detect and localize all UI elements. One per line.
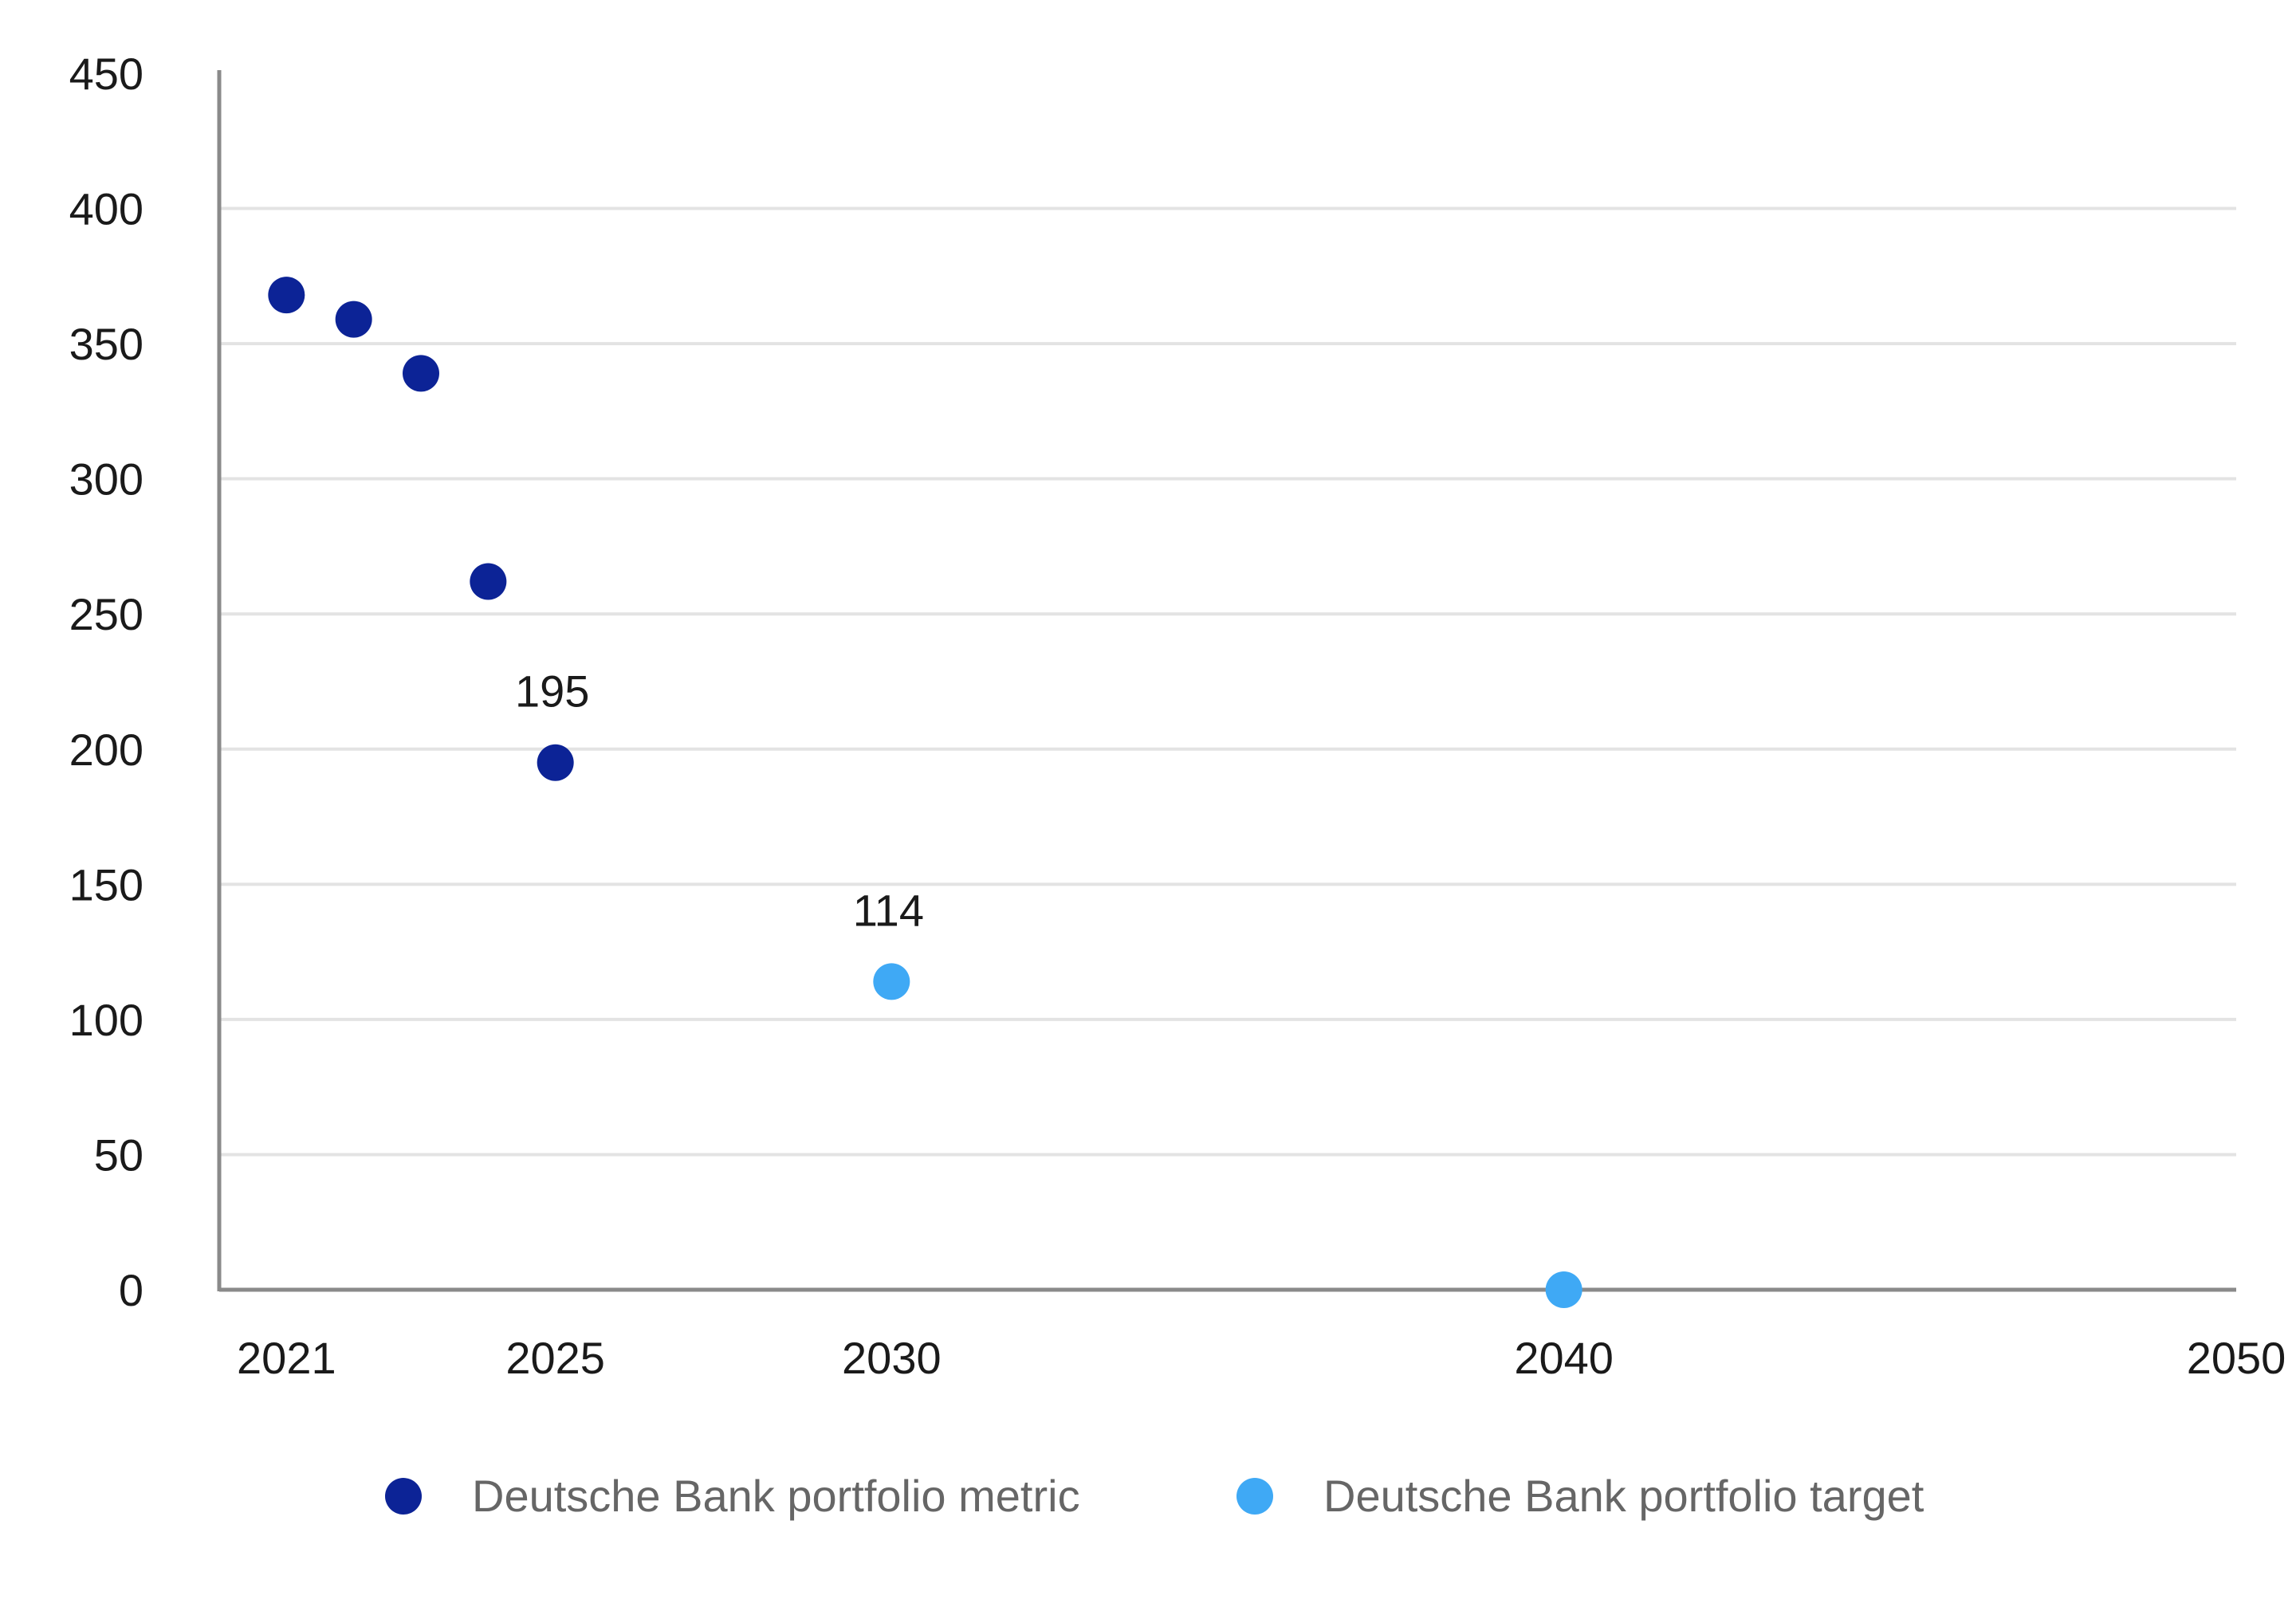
data-point — [268, 277, 305, 314]
legend-marker — [385, 1478, 422, 1515]
data-label: 195 — [515, 666, 589, 717]
y-tick-label: 450 — [69, 49, 144, 99]
axes — [217, 70, 2236, 1292]
y-tick-label: 100 — [69, 995, 144, 1045]
legend: Deutsche Bank portfolio metric Deutsche B… — [385, 1471, 1924, 1521]
data-point — [470, 563, 507, 600]
x-tick-labels: 2021 2025 2030 2040 2050 — [237, 1333, 2286, 1383]
legend-label: Deutsche Bank portfolio metric — [472, 1471, 1080, 1521]
x-tick-label: 2050 — [2187, 1333, 2286, 1383]
data-point — [537, 744, 574, 781]
data-labels: 195 114 — [515, 666, 924, 936]
y-tick-label: 200 — [69, 725, 144, 775]
x-tick-label: 2040 — [1514, 1333, 1614, 1383]
y-tick-label: 250 — [69, 589, 144, 639]
y-tick-label: 150 — [69, 859, 144, 910]
data-point — [1545, 1271, 1582, 1308]
y-tick-labels: 0 50 100 150 200 250 300 350 400 450 — [69, 49, 144, 1315]
y-tick-label: 50 — [94, 1130, 144, 1180]
y-tick-label: 300 — [69, 454, 144, 505]
y-tick-label: 0 — [119, 1265, 144, 1315]
y-tick-label: 350 — [69, 319, 144, 369]
x-tick-label: 2025 — [505, 1333, 605, 1383]
data-point — [335, 301, 372, 338]
data-point — [403, 355, 439, 392]
legend-marker — [1236, 1478, 1273, 1515]
data-label: 114 — [853, 885, 924, 935]
y-tick-label: 400 — [69, 184, 144, 234]
x-tick-label: 2030 — [842, 1333, 942, 1383]
legend-label: Deutsche Bank portfolio target — [1323, 1471, 1924, 1521]
data-point — [873, 963, 910, 1000]
data-points — [268, 277, 1582, 1308]
x-tick-label: 2021 — [237, 1333, 336, 1383]
